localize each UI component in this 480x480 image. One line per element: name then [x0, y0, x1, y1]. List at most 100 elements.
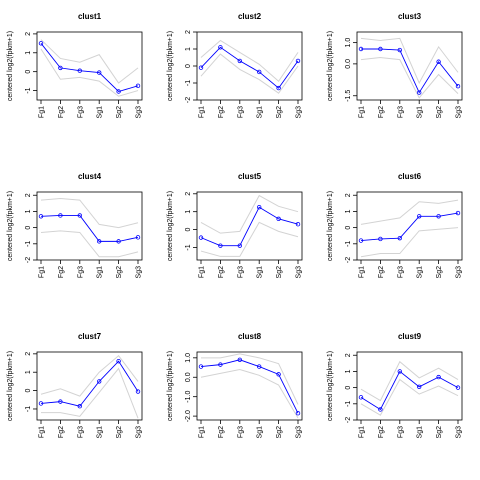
series-line	[200, 46, 299, 89]
point	[257, 364, 262, 369]
point	[257, 205, 262, 210]
x-tick-label: Fg1	[39, 266, 46, 278]
x-tick-label: Sg1	[417, 106, 424, 119]
point	[38, 41, 44, 46]
x-tick-label: Fg2	[218, 266, 225, 278]
panel-title: clust3	[398, 12, 422, 21]
point	[358, 395, 364, 400]
y-axis-label: centered log2(fpkm+1)	[327, 351, 334, 421]
point	[77, 404, 82, 409]
y-tick-label: 0	[25, 226, 32, 230]
series-line	[360, 227, 459, 258]
x-tick-label: Fg3	[237, 426, 244, 438]
y-tick-label: 2	[185, 30, 192, 34]
point	[455, 83, 461, 89]
panel-title: clust9	[398, 332, 422, 341]
x-tick-label: Fg2	[58, 106, 65, 118]
y-tick-label: 1	[185, 210, 192, 214]
plot-frame	[36, 351, 143, 421]
y-tick-label: -1.0	[185, 391, 192, 403]
point	[77, 213, 82, 218]
x-tick-label: Sg3	[136, 106, 143, 119]
series-line	[200, 39, 299, 83]
x-tick-label: Fg2	[378, 106, 385, 118]
x-tick-label: Fg2	[58, 266, 65, 278]
x-tick-label: Fg3	[237, 266, 244, 278]
y-axis-label: centered log2(fpkm+1)	[167, 31, 174, 101]
x-tick-label: Sg2	[436, 426, 443, 439]
x-tick-label: Fg2	[378, 266, 385, 278]
point	[358, 238, 364, 243]
point	[237, 58, 242, 64]
x-tick-label: Fg2	[218, 426, 225, 438]
x-tick-label: Sg2	[436, 106, 443, 119]
x-tick-label: Fg2	[58, 426, 65, 438]
plot-frame	[356, 31, 463, 101]
series-line	[361, 48, 459, 94]
panel-title: clust4	[78, 172, 102, 181]
series-line	[41, 367, 139, 419]
y-tick-label: 0	[185, 228, 192, 232]
x-tick-label: Sg2	[116, 266, 123, 279]
point	[77, 68, 82, 73]
y-tick-label: 1.0	[345, 38, 352, 48]
point	[276, 372, 281, 377]
y-tick-label: 2	[25, 32, 32, 36]
point	[417, 214, 422, 219]
series-line	[200, 359, 299, 414]
plot-frame	[356, 351, 463, 421]
y-tick-label: 2	[25, 352, 32, 356]
series-line	[200, 194, 299, 234]
point	[237, 357, 242, 362]
y-tick-label: -1	[345, 401, 352, 407]
x-tick-label: Sg2	[436, 266, 443, 279]
x-tick-label: Fg1	[359, 426, 366, 438]
x-tick-label: Sg2	[116, 426, 123, 439]
x-tick-label: Sg2	[276, 426, 283, 439]
point	[218, 45, 223, 50]
point	[237, 243, 242, 248]
series-line	[40, 39, 139, 84]
x-tick-label: Sg3	[296, 106, 303, 119]
y-tick-label: 0	[25, 70, 32, 74]
point	[378, 407, 383, 412]
y-tick-label: -2	[185, 97, 192, 103]
series-line	[40, 230, 139, 258]
plot-frame	[196, 351, 303, 421]
y-axis-label: centered log2(fpkm+1)	[327, 31, 334, 101]
point	[397, 47, 402, 53]
series-line	[40, 43, 139, 93]
point	[38, 401, 44, 406]
point	[358, 46, 364, 52]
point	[135, 83, 141, 89]
point	[58, 65, 63, 71]
y-tick-label: 0	[25, 389, 32, 393]
y-tick-label: 1.0	[185, 353, 192, 363]
y-tick-label: 1	[25, 51, 32, 55]
plot-frame	[36, 31, 143, 101]
y-tick-label: 2	[345, 353, 352, 357]
x-tick-label: Fg3	[77, 106, 84, 118]
point	[455, 385, 461, 390]
panel-title: clust6	[398, 172, 422, 181]
point	[135, 389, 141, 394]
y-tick-label: 1	[345, 369, 352, 373]
point	[397, 369, 402, 374]
series-line	[360, 199, 459, 225]
series-line	[360, 56, 459, 99]
y-tick-label: -1	[25, 406, 32, 412]
series-line	[200, 368, 299, 419]
point	[58, 399, 63, 404]
x-tick-label: Fg3	[77, 266, 84, 278]
y-axis-label: centered log2(fpkm+1)	[167, 191, 174, 261]
y-tick-label: 1	[185, 47, 192, 51]
x-tick-label: Fg1	[39, 106, 46, 118]
x-tick-label: Sg3	[136, 266, 143, 279]
series-line	[40, 197, 139, 229]
point	[218, 362, 223, 367]
series-line	[40, 48, 139, 97]
x-tick-label: Sg3	[456, 426, 463, 439]
series-line	[200, 221, 299, 257]
panel-title: clust1	[78, 12, 102, 21]
